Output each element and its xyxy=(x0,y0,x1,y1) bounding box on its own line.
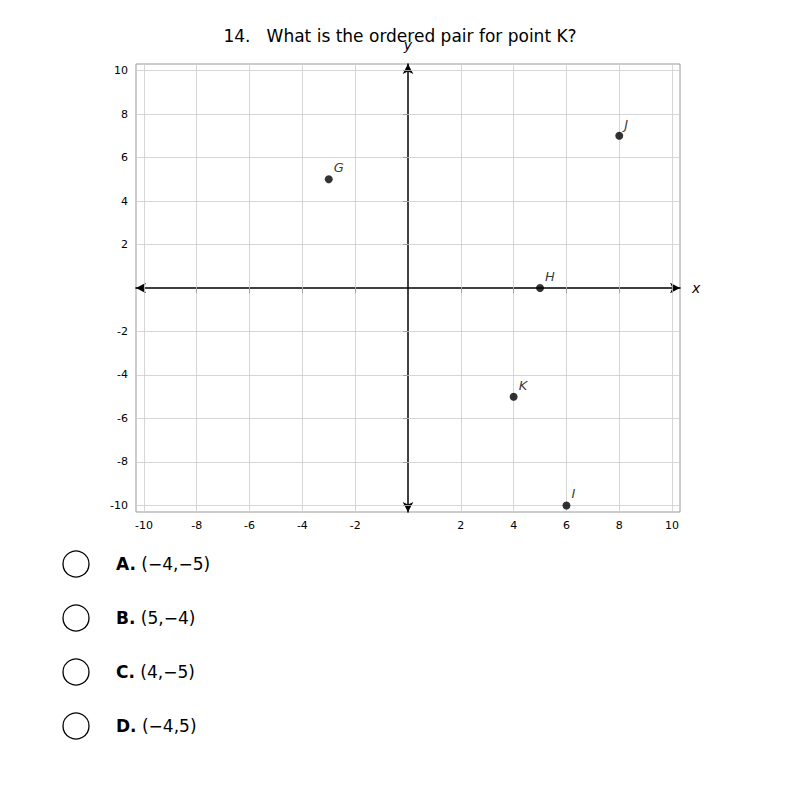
svg-text:H: H xyxy=(545,269,555,284)
svg-text:-6: -6 xyxy=(117,412,128,425)
svg-text:8: 8 xyxy=(121,108,128,121)
svg-text:(4,−5): (4,−5) xyxy=(135,662,195,682)
svg-text:D.: D. xyxy=(116,716,137,736)
svg-text:-2: -2 xyxy=(117,325,128,338)
svg-text:-8: -8 xyxy=(191,519,202,532)
svg-text:B.: B. xyxy=(116,608,135,628)
svg-text:-8: -8 xyxy=(117,455,128,468)
svg-text:C.: C. xyxy=(116,662,135,682)
svg-text:8: 8 xyxy=(616,519,623,532)
svg-text:(−4,5): (−4,5) xyxy=(137,716,197,736)
svg-text:J: J xyxy=(621,117,628,132)
svg-text:14. What is the ordered pair: 14. What is the ordered pair for point K… xyxy=(223,26,576,46)
svg-text:(5,−4): (5,−4) xyxy=(135,608,195,628)
svg-text:-4: -4 xyxy=(117,368,128,381)
svg-text:10: 10 xyxy=(114,64,128,77)
svg-text:-2: -2 xyxy=(350,519,361,532)
svg-text:-4: -4 xyxy=(297,519,308,532)
svg-text:6: 6 xyxy=(121,151,128,164)
svg-text:I: I xyxy=(571,486,575,501)
svg-text:(−4,−5): (−4,−5) xyxy=(136,554,210,574)
svg-text:10: 10 xyxy=(665,519,679,532)
svg-text:-10: -10 xyxy=(110,499,128,512)
svg-text:-6: -6 xyxy=(244,519,255,532)
svg-text:A.: A. xyxy=(116,554,136,574)
svg-text:4: 4 xyxy=(121,195,128,208)
svg-text:2: 2 xyxy=(121,238,128,251)
svg-text:x: x xyxy=(691,280,701,296)
svg-text:G: G xyxy=(334,160,344,175)
svg-text:6: 6 xyxy=(563,519,570,532)
svg-text:-10: -10 xyxy=(135,519,153,532)
svg-text:2: 2 xyxy=(457,519,464,532)
svg-text:K: K xyxy=(519,378,529,393)
svg-text:4: 4 xyxy=(510,519,517,532)
